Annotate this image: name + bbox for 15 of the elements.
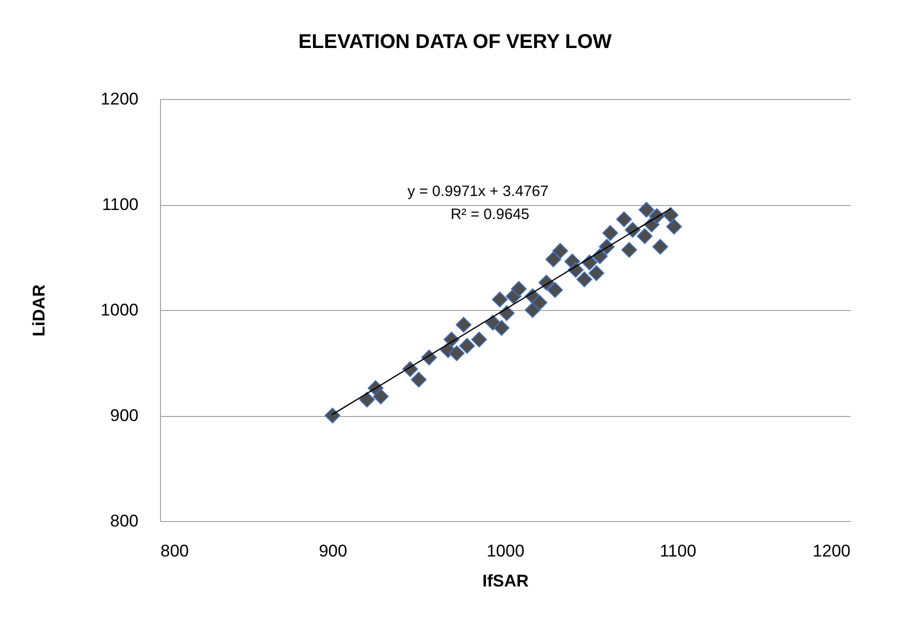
annotation: y = 0.9971x + 3.4767 xyxy=(408,183,548,200)
y-tick-label: 800 xyxy=(110,512,138,530)
annotation: R² = 0.9645 xyxy=(450,206,530,223)
y-tick-label: 1200 xyxy=(100,90,138,108)
x-tick-label: 1200 xyxy=(812,542,850,560)
x-tick-label: 1000 xyxy=(486,542,524,560)
y-tick-label: 900 xyxy=(110,406,138,425)
y-axis-title: LiDAR xyxy=(30,284,49,336)
y-tick-label: 1100 xyxy=(102,195,138,214)
x-tick-label: 800 xyxy=(160,542,189,560)
chart-title: ELEVATION DATA OF VERY LOW xyxy=(298,31,612,53)
y-tick-label: 1000 xyxy=(100,300,138,320)
x-tick-label: 900 xyxy=(318,542,348,560)
x-tick-label: 1100 xyxy=(660,542,696,560)
x-axis-title: IfSAR xyxy=(482,572,529,590)
